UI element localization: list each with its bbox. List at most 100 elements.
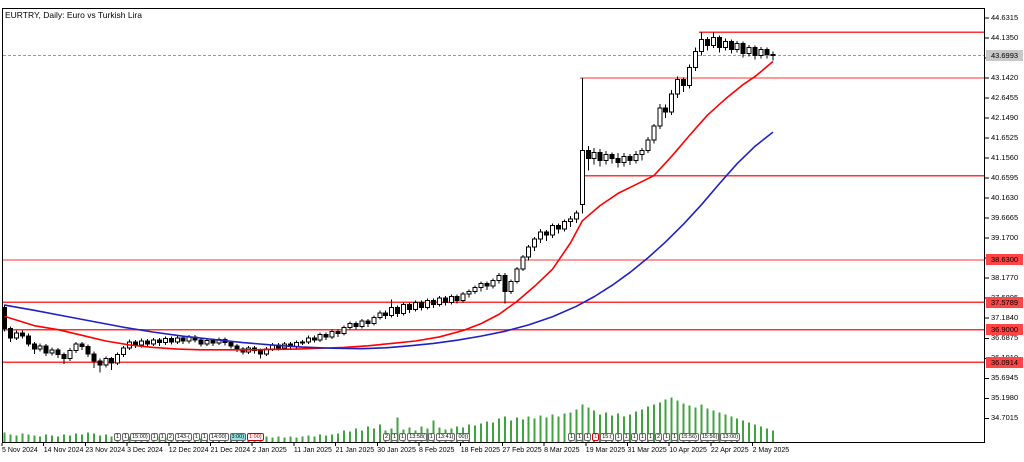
candle-body <box>413 301 419 311</box>
trade-marker-cluster: 2 1 1 13:58(1 13:41(00)) <box>383 433 471 441</box>
volume-bar <box>98 435 101 443</box>
candle-body <box>740 42 746 54</box>
candle-body <box>418 301 424 309</box>
price-line-flag: 38.6300 <box>986 254 1023 266</box>
time-axis-label: 27 Feb 2025 <box>502 447 542 454</box>
candle-body <box>335 331 341 335</box>
candle-body <box>168 338 174 343</box>
volume-bar <box>486 421 489 443</box>
volume-bar <box>51 435 54 443</box>
time-axis-label: 21 Dec 2024 <box>210 447 251 454</box>
candle-body <box>621 155 627 163</box>
candle-body <box>85 346 91 355</box>
price-axis-label: 42.1490 <box>991 113 1019 123</box>
candle-body <box>567 218 573 223</box>
volume-bar <box>331 434 334 443</box>
candle-body <box>19 332 25 337</box>
trade-marker: 1 <box>630 433 638 441</box>
trade-marker: 1 <box>158 433 166 441</box>
candle-body <box>603 153 609 161</box>
trade-marker: 1 <box>576 433 584 441</box>
volume-bar <box>515 417 518 443</box>
candle-body <box>79 343 85 348</box>
candle-body <box>669 93 675 113</box>
time-axis-label: 21 Jan 2025 <box>335 447 375 454</box>
volume-bar <box>372 428 375 443</box>
candle-body <box>228 342 234 347</box>
price-axis-label: 43.1420 <box>991 73 1019 82</box>
candle-body <box>591 151 597 159</box>
volume-bar <box>39 436 42 443</box>
price-axis-label: 37.1840 <box>991 313 1019 323</box>
volume-bar <box>539 415 542 443</box>
candle-body <box>633 153 639 161</box>
trade-marker: 13:58( <box>407 433 427 441</box>
volume-bar <box>605 412 608 443</box>
candle-body <box>97 360 103 366</box>
time-axis-label: 2 Jan 2025 <box>252 447 287 454</box>
candle-body <box>139 340 145 346</box>
moving-average-fast[interactable] <box>4 60 774 351</box>
candle-body <box>299 341 305 344</box>
price-axis-label: 41.6525 <box>991 133 1019 143</box>
candle-body <box>377 312 383 319</box>
candle-body <box>627 155 633 161</box>
trade-marker: 15:00) <box>130 433 150 441</box>
candle-body <box>704 38 710 46</box>
volume-bar <box>45 434 48 443</box>
volume-bar <box>563 413 566 443</box>
candle-body <box>532 238 538 248</box>
candle-body <box>693 50 699 69</box>
candle-body <box>544 231 550 236</box>
price-axis-label: 39.1700 <box>991 233 1019 243</box>
volume-bar <box>527 416 530 443</box>
candle-body <box>728 40 734 50</box>
candle-body <box>2 307 7 329</box>
volume-bar <box>760 426 763 443</box>
candle-body <box>311 337 317 341</box>
candle-body <box>109 358 115 364</box>
volume-bar <box>748 422 751 443</box>
price-line-flag: 36.0914 <box>986 356 1023 368</box>
trade-marker: 1 <box>427 433 435 441</box>
trade-marker: 1 <box>584 433 592 441</box>
volume-bar <box>9 434 12 443</box>
trade-marker: 1 <box>568 433 576 441</box>
plot-border <box>2 8 985 443</box>
trade-marker: 3:00) <box>229 433 247 441</box>
price-axis-label: 42.6455 <box>991 93 1019 103</box>
candle-body <box>156 339 162 344</box>
volume-bar <box>354 428 357 443</box>
candle-body <box>365 320 371 325</box>
volume-bar <box>730 416 733 443</box>
trade-marker: 1 <box>150 433 158 441</box>
candle-body <box>49 349 55 354</box>
volume-bar <box>80 434 83 443</box>
volume-bar <box>265 436 268 443</box>
candle-body <box>585 149 591 159</box>
candle-body <box>121 347 127 356</box>
time-axis-label: 8 Feb 2025 <box>419 447 455 454</box>
volume-bar <box>343 430 346 443</box>
moving-average-slow[interactable] <box>4 131 774 350</box>
candle-body <box>383 312 389 317</box>
candle-body <box>657 107 663 127</box>
candle-body <box>144 340 150 345</box>
volume-bar <box>640 409 643 443</box>
candle-body <box>407 304 413 311</box>
candle-body <box>91 353 97 362</box>
candle-body <box>556 225 562 230</box>
candle-body <box>258 350 264 355</box>
trade-marker: 1 <box>663 433 671 441</box>
trade-marker: 143-( <box>174 433 192 441</box>
candle-body <box>174 337 180 343</box>
volume-bar <box>646 406 649 443</box>
candle-body <box>436 297 442 306</box>
volume-bar <box>634 411 637 443</box>
volume-bar <box>74 433 77 443</box>
price-axis-label: 38.1770 <box>991 273 1019 283</box>
candle-body <box>770 54 776 57</box>
chart-title: EURTRY, Daily: Euro vs Turkish Lira <box>5 10 142 20</box>
price-axis-label: 44.1350 <box>991 32 1019 42</box>
